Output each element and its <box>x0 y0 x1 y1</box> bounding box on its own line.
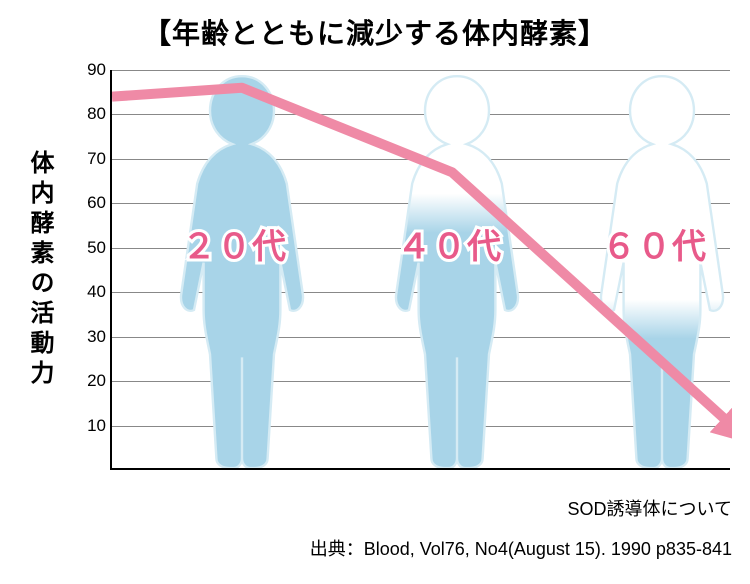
ytick-label: 40 <box>87 282 112 302</box>
caption-sod: SOD誘導体について <box>568 495 732 521</box>
ytick-label: 20 <box>87 371 112 391</box>
body-silhouette <box>162 73 322 468</box>
chart-title: 【年齢とともに減少する体内酵素】 <box>0 0 750 52</box>
ytick-label: 30 <box>87 327 112 347</box>
chart-plot-area: 102030405060708090２０代４０代６０代 <box>110 70 730 470</box>
caption-source: 出典：Blood, Vol76, No4(August 15). 1990 p8… <box>310 535 732 561</box>
y-axis-label: 体内酵素の活動力 <box>22 150 57 390</box>
ytick-label: 70 <box>87 149 112 169</box>
age-label: ４０代 <box>397 219 502 268</box>
age-label: ６０代 <box>602 219 707 268</box>
age-label: ２０代 <box>182 219 287 268</box>
ytick-label: 50 <box>87 238 112 258</box>
body-silhouette <box>377 73 537 468</box>
ytick-label: 90 <box>87 60 112 80</box>
gridline <box>112 70 730 71</box>
ytick-label: 10 <box>87 416 112 436</box>
body-silhouette <box>582 73 742 468</box>
ytick-label: 80 <box>87 104 112 124</box>
ytick-label: 60 <box>87 193 112 213</box>
